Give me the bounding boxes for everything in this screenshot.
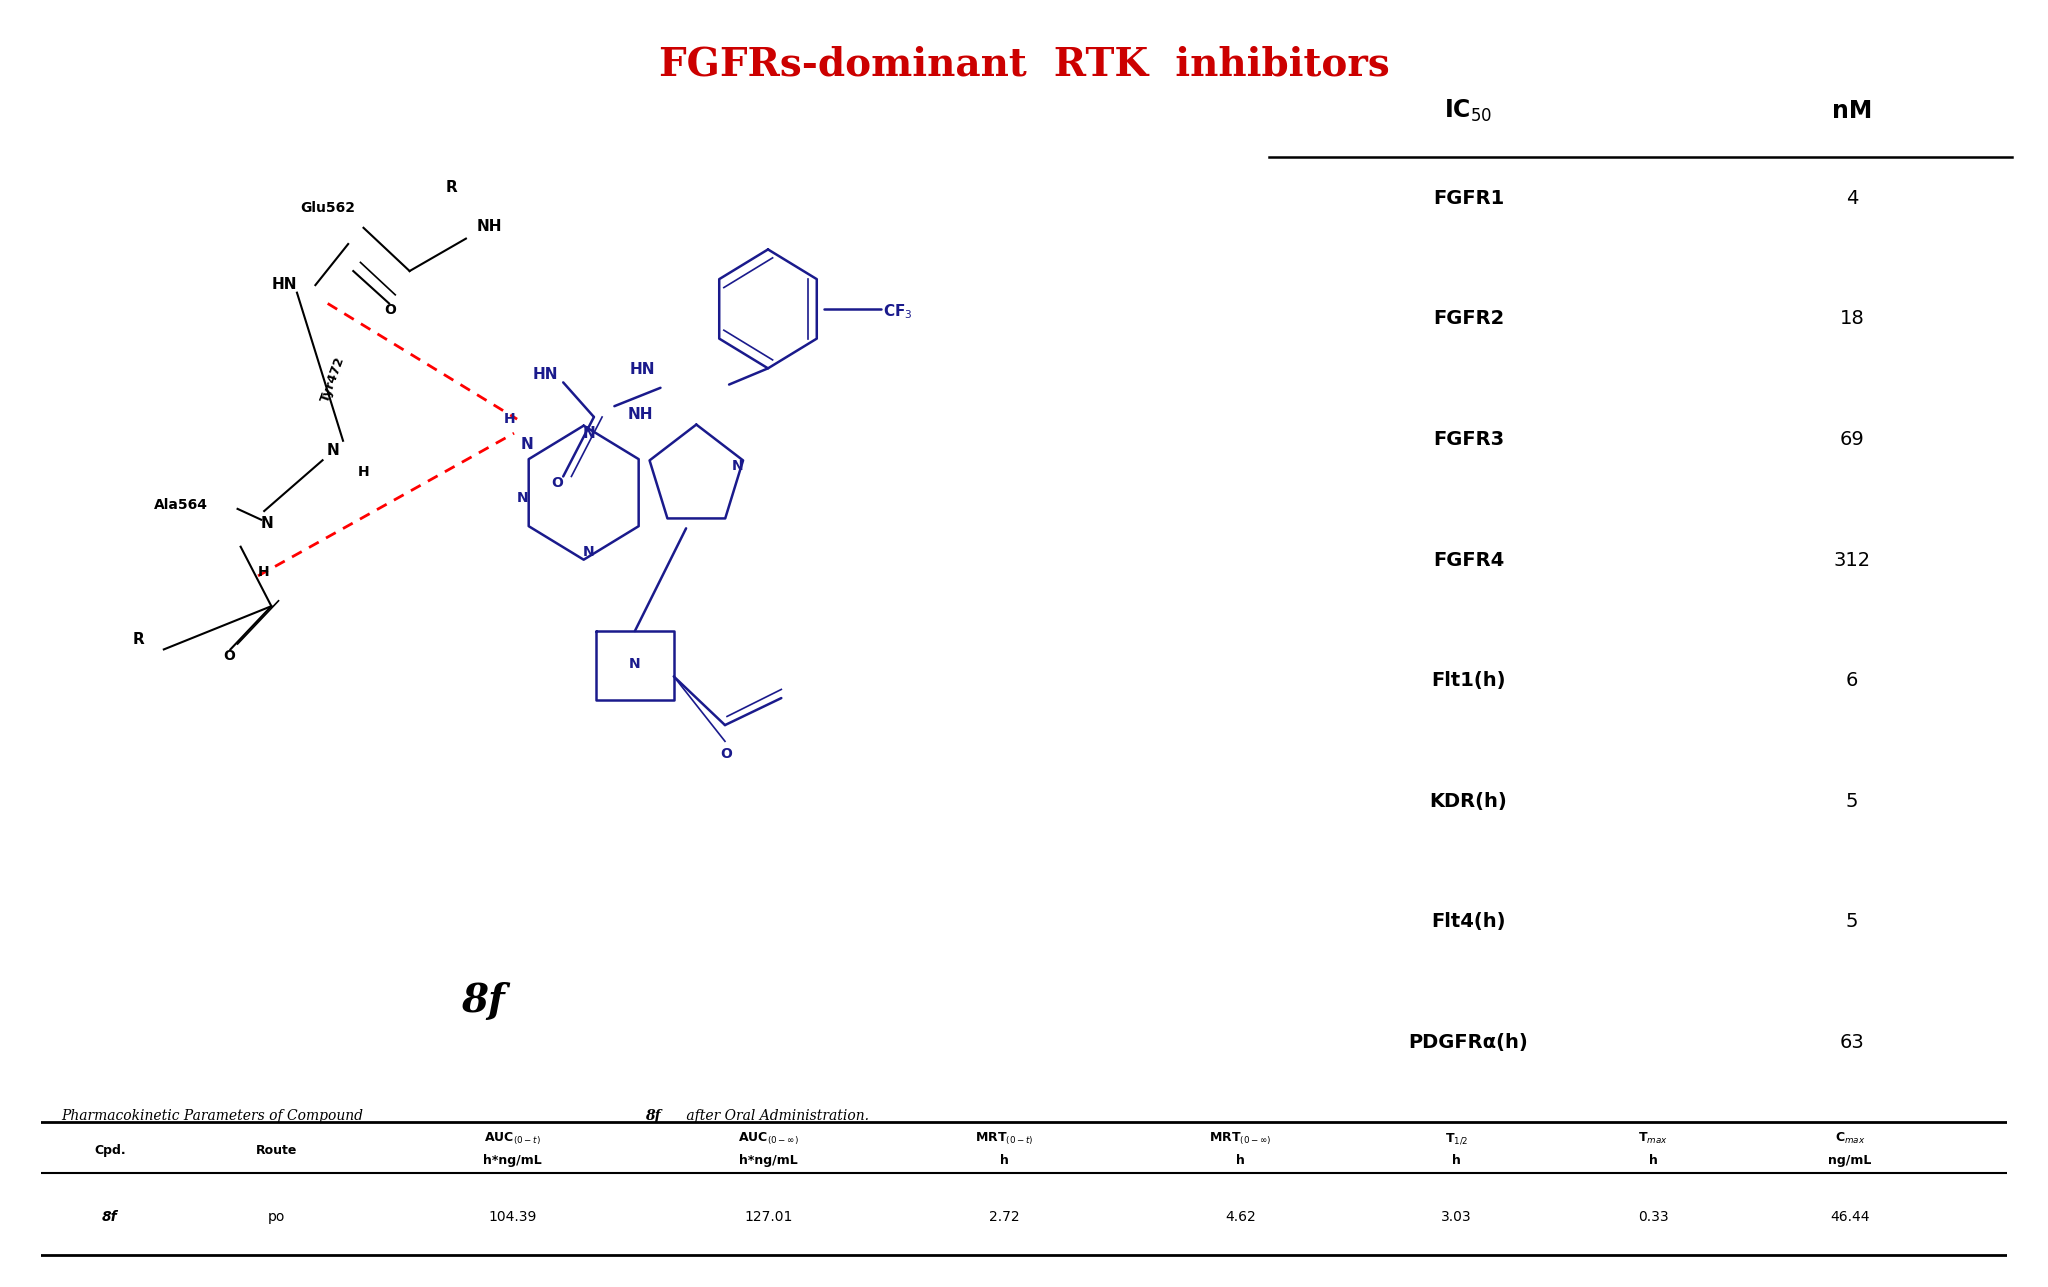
Text: 69: 69: [1839, 430, 1864, 449]
Text: O: O: [551, 476, 563, 490]
Text: N: N: [731, 458, 743, 472]
Text: FGFR1: FGFR1: [1434, 189, 1503, 207]
Text: Pharmacokinetic Parameters of Compound: Pharmacokinetic Parameters of Compound: [61, 1109, 369, 1124]
Text: O: O: [721, 746, 731, 761]
Text: HN: HN: [270, 278, 297, 292]
Text: HN: HN: [631, 362, 655, 377]
Text: 18: 18: [1839, 309, 1864, 328]
Text: 8f: 8f: [645, 1109, 662, 1124]
Text: after Oral Administration.: after Oral Administration.: [682, 1109, 868, 1124]
Text: FGFR2: FGFR2: [1434, 309, 1503, 328]
Text: HN: HN: [532, 367, 557, 382]
Text: R: R: [444, 180, 457, 196]
Text: Glu562: Glu562: [301, 201, 354, 215]
Text: ng/mL: ng/mL: [1829, 1153, 1872, 1166]
Text: 4: 4: [1845, 189, 1858, 207]
Text: FGFR3: FGFR3: [1434, 430, 1503, 449]
Text: 2.72: 2.72: [989, 1210, 1020, 1224]
Text: Tyr472: Tyr472: [319, 354, 346, 404]
Text: MRT$_{(0-t)}$: MRT$_{(0-t)}$: [975, 1130, 1034, 1147]
Text: Ala564: Ala564: [154, 498, 207, 512]
Text: h: h: [1649, 1153, 1657, 1166]
Text: 63: 63: [1839, 1033, 1864, 1051]
Text: 4.62: 4.62: [1225, 1210, 1255, 1224]
Text: C$_{max}$: C$_{max}$: [1835, 1131, 1866, 1145]
Text: N: N: [582, 426, 596, 440]
Text: 3.03: 3.03: [1442, 1210, 1473, 1224]
Text: nM: nM: [1831, 99, 1872, 122]
Text: N: N: [260, 516, 274, 532]
Text: IC$_{50}$: IC$_{50}$: [1444, 98, 1493, 124]
Text: Flt4(h): Flt4(h): [1432, 912, 1505, 932]
Text: T$_{max}$: T$_{max}$: [1638, 1131, 1667, 1145]
Text: h*ng/mL: h*ng/mL: [739, 1153, 799, 1166]
Text: h: h: [1235, 1153, 1245, 1166]
Text: N: N: [516, 492, 528, 505]
Text: Flt1(h): Flt1(h): [1432, 671, 1505, 690]
Text: 8f: 8f: [102, 1210, 117, 1224]
Text: NH: NH: [627, 407, 653, 422]
Text: N: N: [584, 546, 594, 559]
Text: N: N: [520, 436, 535, 452]
Text: h*ng/mL: h*ng/mL: [483, 1153, 543, 1166]
Text: 8f: 8f: [461, 982, 504, 1019]
Text: 104.39: 104.39: [489, 1210, 537, 1224]
Text: N: N: [326, 443, 340, 458]
Text: R: R: [133, 632, 145, 647]
Text: H: H: [258, 565, 270, 579]
Text: h: h: [999, 1153, 1010, 1166]
Text: 5: 5: [1845, 792, 1858, 811]
Text: h: h: [1452, 1153, 1460, 1166]
Text: H: H: [504, 412, 516, 426]
Text: O: O: [383, 304, 395, 318]
Text: KDR(h): KDR(h): [1430, 792, 1507, 811]
Text: AUC$_{(0-t)}$: AUC$_{(0-t)}$: [483, 1130, 541, 1147]
Text: 46.44: 46.44: [1831, 1210, 1870, 1224]
Text: AUC$_{(0-∞)}$: AUC$_{(0-∞)}$: [737, 1130, 799, 1147]
Text: O: O: [223, 649, 236, 663]
Text: po: po: [268, 1210, 285, 1224]
Text: 6: 6: [1845, 671, 1858, 690]
Text: 127.01: 127.01: [743, 1210, 793, 1224]
Text: Route: Route: [256, 1144, 297, 1157]
Text: 0.33: 0.33: [1638, 1210, 1669, 1224]
Text: FGFRs-dominant  RTK  inhibitors: FGFRs-dominant RTK inhibitors: [659, 45, 1389, 84]
Text: H: H: [358, 466, 369, 480]
Text: N: N: [629, 656, 641, 671]
Text: NH: NH: [475, 219, 502, 234]
Text: Cpd.: Cpd.: [94, 1144, 125, 1157]
Text: MRT$_{(0-∞)}$: MRT$_{(0-∞)}$: [1208, 1130, 1272, 1147]
Text: PDGFRα(h): PDGFRα(h): [1409, 1033, 1528, 1051]
Text: 5: 5: [1845, 912, 1858, 932]
Text: CF$_3$: CF$_3$: [883, 302, 911, 322]
Text: T$_{1/2}$: T$_{1/2}$: [1444, 1131, 1468, 1145]
Text: FGFR4: FGFR4: [1434, 551, 1503, 570]
Text: 312: 312: [1833, 551, 1870, 570]
